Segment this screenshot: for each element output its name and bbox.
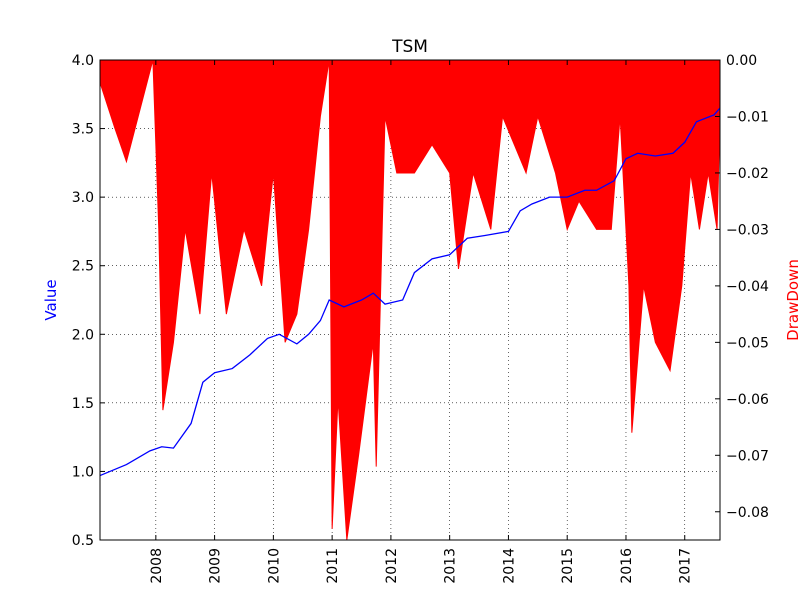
drawdown-series (99, 59, 721, 541)
chart-title: TSM (391, 37, 428, 57)
y2-tick-label: 0.00 (726, 53, 757, 69)
y-tick-label: 1.5 (72, 396, 94, 412)
y-tick-label: 0.5 (72, 533, 94, 549)
x-tick-label: 2012 (384, 548, 400, 584)
drawdown-area (99, 59, 721, 541)
y-axis-right: 0.00 −0.01 −0.02 −0.03 −0.04 −0.05 −0.06 −0.07 −… (715, 53, 769, 521)
x-tick-label: 2016 (619, 548, 635, 584)
y2-tick-label: −0.04 (726, 279, 769, 295)
y-axis-left: 0.5 1.0 1.5 2.0 2.5 3.0 3.5 4.0 (72, 53, 105, 549)
y2-tick-label: −0.05 (726, 335, 769, 351)
x-tick-label: 2009 (208, 548, 224, 584)
value-series (99, 107, 721, 477)
x-tick-label: 2017 (678, 548, 694, 584)
y2-tick-label: −0.07 (726, 448, 769, 464)
x-tick-label: 2015 (560, 548, 576, 584)
y-tick-label: 2.5 (72, 259, 94, 275)
y-tick-label: 2.0 (72, 327, 94, 343)
y2-tick-label: −0.08 (726, 505, 769, 521)
x-tick-label: 2014 (501, 548, 517, 584)
y-axis-label: Value (42, 279, 60, 320)
y2-tick-label: −0.02 (726, 166, 769, 182)
y-tick-label: 4.0 (72, 53, 94, 69)
y2-tick-label: −0.06 (726, 392, 769, 408)
value-line (99, 107, 721, 477)
x-tick-label: 2011 (325, 548, 341, 584)
x-tick-label: 2010 (266, 548, 282, 584)
y2-tick-label: −0.01 (726, 109, 769, 125)
x-axis: 2008 2009 2010 2011 2012 2013 2014 2015 2016 2017 (149, 60, 694, 584)
y-tick-label: 1.0 (72, 464, 94, 480)
y2-axis-label: DrawDown (784, 259, 800, 341)
plot-frame (99, 59, 721, 541)
y-tick-label: 3.5 (72, 122, 94, 138)
y2-tick-label: −0.03 (726, 222, 769, 238)
x-tick-label: 2013 (443, 548, 459, 584)
x-tick-label: 2008 (149, 548, 165, 584)
y-tick-label: 3.0 (72, 190, 94, 206)
